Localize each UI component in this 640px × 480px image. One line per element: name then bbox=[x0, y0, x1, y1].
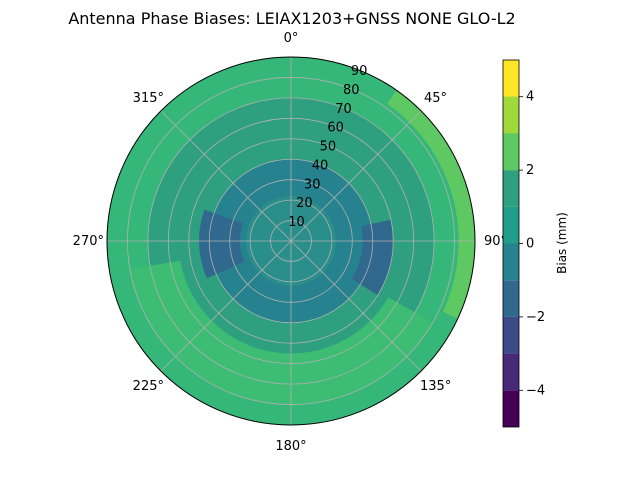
colorbar-band bbox=[503, 60, 519, 97]
grid-spoke bbox=[160, 110, 292, 242]
colorbar-bands bbox=[503, 60, 519, 427]
radial-label: 40 bbox=[312, 158, 329, 173]
contour-region-east-lobe bbox=[351, 219, 394, 296]
azimuth-label: 270° bbox=[73, 234, 104, 249]
azimuth-label: 90° bbox=[484, 234, 507, 249]
colorbar-band bbox=[503, 316, 519, 354]
radial-label: 80 bbox=[343, 83, 360, 98]
colorbar-tick-label: −2 bbox=[526, 310, 545, 325]
grid-spoke bbox=[290, 110, 422, 242]
azimuth-label: 180° bbox=[275, 439, 306, 454]
chart-title: Antenna Phase Biases: LEIAX1203+GNSS NON… bbox=[68, 9, 515, 28]
radial-label: 90 bbox=[351, 64, 368, 79]
azimuth-label: 135° bbox=[420, 379, 451, 394]
colorbar: −4 −2 0 2 4 Bias (mm) bbox=[502, 59, 569, 428]
colorbar-ticks: −4 −2 0 2 4 bbox=[519, 90, 545, 398]
colorbar-band bbox=[503, 206, 519, 244]
colorbar-band bbox=[503, 96, 519, 134]
polar-grid bbox=[107, 57, 475, 425]
colorbar-tick-label: −4 bbox=[526, 383, 545, 398]
azimuth-tick-labels: 0° 45° 90° 135° 180° 225° 270° 315° bbox=[73, 31, 507, 454]
colorbar-tick-label: 2 bbox=[526, 163, 534, 178]
colorbar-band bbox=[503, 133, 519, 171]
radial-label: 70 bbox=[335, 102, 352, 117]
azimuth-label: 45° bbox=[424, 91, 447, 106]
contour-region-south-band bbox=[129, 260, 433, 405]
colorbar-band bbox=[503, 170, 519, 207]
azimuth-label: 225° bbox=[133, 379, 164, 394]
polar-frame bbox=[106, 56, 476, 426]
grid-spoke bbox=[160, 240, 292, 372]
radial-tick-labels: 10 20 30 40 50 60 70 80 90 bbox=[288, 64, 367, 230]
radial-label: 60 bbox=[327, 121, 344, 136]
radial-label: 20 bbox=[296, 196, 313, 211]
colorbar-band bbox=[503, 243, 519, 281]
colorbar-tick-label: 4 bbox=[526, 90, 534, 105]
colorbar-label: Bias (mm) bbox=[555, 212, 569, 274]
radial-label: 50 bbox=[320, 140, 337, 155]
azimuth-label: 315° bbox=[133, 91, 164, 106]
colorbar-band bbox=[503, 280, 519, 317]
colorbar-tick-label: 0 bbox=[526, 237, 534, 252]
azimuth-label: 0° bbox=[284, 31, 299, 46]
grid-spoke bbox=[290, 240, 422, 372]
colorbar-band bbox=[503, 390, 519, 427]
radial-label: 30 bbox=[304, 177, 321, 192]
colorbar-band bbox=[503, 353, 519, 391]
polar-plot-area: 0° 45° 90° 135° 180° 225° 270° 315° 10 20 30 40 50 6… bbox=[73, 31, 507, 454]
radial-label: 10 bbox=[288, 215, 305, 230]
